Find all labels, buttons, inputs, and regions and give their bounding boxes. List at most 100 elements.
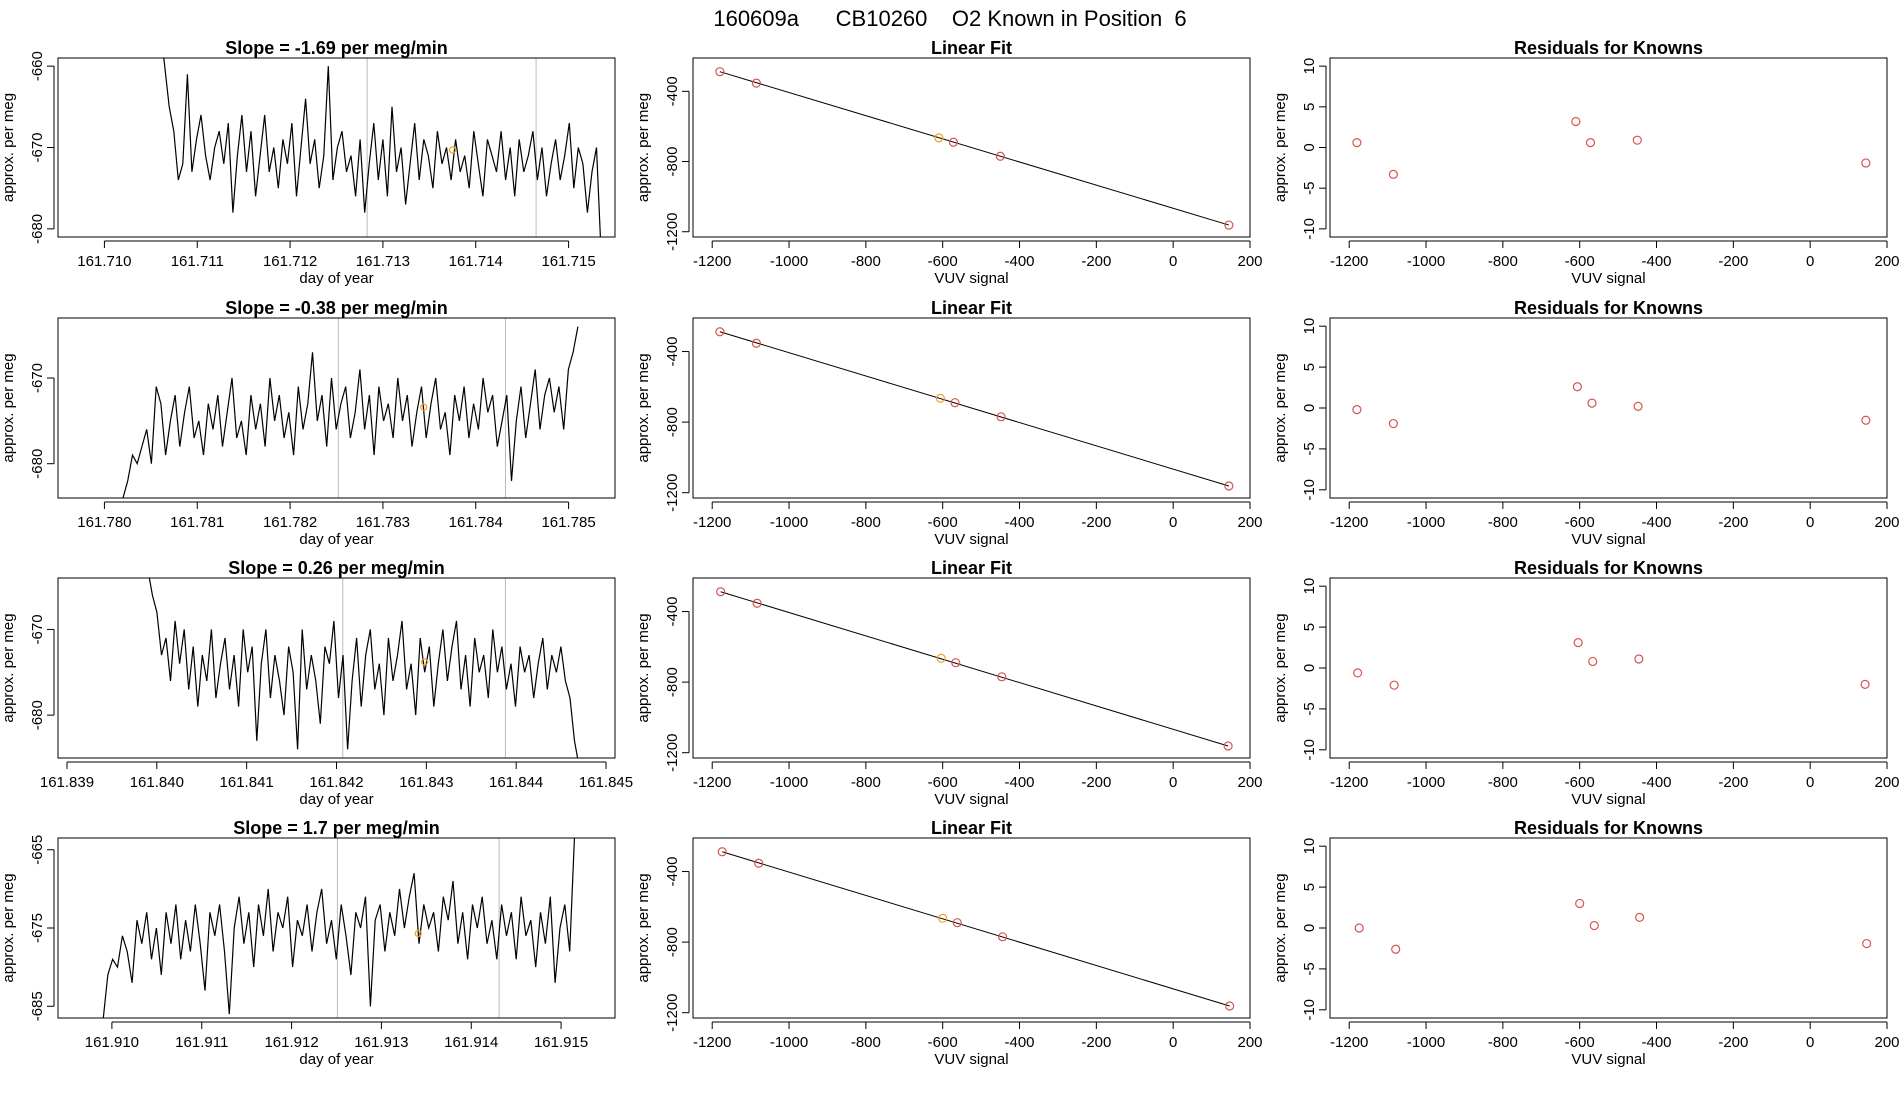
y-tick-label: -670: [29, 363, 46, 393]
plot-frame: [57, 317, 616, 499]
chart-panel-0-1: Linear Fit -1200 -1000 -800 -600 -400 -200 0 200…: [635, 38, 1263, 287]
x-tick-label: -400: [1005, 514, 1035, 531]
x-tick-label: -1000: [1407, 1034, 1445, 1051]
x-tick-label: -800: [851, 514, 881, 531]
chart-panel-2-1: Linear Fit -1200 -1000 -800 -600 -400 -200 0 200…: [635, 558, 1263, 808]
fit-line: [719, 331, 1230, 487]
x-tick-label: -400: [1642, 514, 1672, 531]
x-tick-label: 200: [1874, 253, 1899, 270]
x-tick-label: 161.913: [354, 1034, 408, 1051]
chart-panel-0-2: Residuals for Knowns-1200 -1000 -800 -600 -4…: [1272, 38, 1900, 287]
plot-frame: [692, 317, 1251, 499]
y-tick-label: -10: [1301, 479, 1318, 501]
chart-title: Residuals for Knowns: [1514, 558, 1703, 578]
x-tick-label: 200: [1237, 253, 1262, 270]
x-tick-label: -1000: [1407, 253, 1445, 270]
figure-title: 160609a CB10260 O2 Known in Position 6: [713, 6, 1187, 31]
y-tick-label: -680: [29, 700, 46, 730]
data-point: [997, 672, 1007, 682]
data-point: [1352, 138, 1362, 148]
y-tick-label: -670: [29, 614, 46, 644]
x-tick-label: 0: [1169, 1034, 1177, 1051]
data-point: [1862, 938, 1872, 949]
x-tick-label: -800: [1488, 514, 1518, 531]
y-tick-label: 10: [1301, 578, 1318, 595]
chart-panel-1-0: Slope = -0.38 per meg/min 161.780 161.781 1…: [0, 298, 616, 548]
x-tick-label: 161.715: [541, 253, 595, 270]
chart-title: Linear Fit: [931, 558, 1012, 578]
chart-panel-2-2: Residuals for Knowns-1200 -1000 -800 -600 -4…: [1272, 558, 1900, 808]
x-tick-label: -1000: [1407, 514, 1445, 531]
fit-line: [720, 591, 1229, 747]
y-tick-label: 10: [1301, 318, 1318, 335]
x-tick-label: 161.845: [579, 774, 633, 791]
x-tick-label: -400: [1642, 253, 1672, 270]
x-tick-label: -800: [1488, 774, 1518, 791]
data-point: [1587, 398, 1597, 408]
x-tick-label: -400: [1642, 1034, 1672, 1051]
x-tick-label: -400: [1005, 253, 1035, 270]
y-tick-label: 0: [1301, 924, 1318, 932]
chart-title: Residuals for Knowns: [1514, 38, 1703, 58]
x-tick-label: 161.785: [541, 514, 595, 531]
y-tick-label: -400: [664, 857, 681, 887]
y-axis-label: approx. per meg: [1272, 613, 1289, 722]
y-tick-label: -10: [1301, 739, 1318, 761]
y-tick-label: -660: [29, 51, 46, 81]
data-point: [996, 412, 1006, 422]
data-point: [1389, 680, 1399, 690]
x-tick-label: -800: [851, 1034, 881, 1051]
data-point: [950, 398, 960, 408]
x-tick-label: 161.711: [171, 253, 224, 270]
data-point: [754, 858, 764, 868]
data-point: [1588, 656, 1598, 667]
plot-frame: [1329, 837, 1888, 1019]
y-tick-label: -5: [1301, 182, 1318, 195]
plot-frame: [692, 577, 1251, 759]
x-tick-label: -600: [928, 253, 958, 270]
data-point: [751, 78, 761, 88]
signal-trace: [102, 838, 576, 1018]
y-tick-label: -400: [664, 76, 681, 106]
x-tick-label: -1200: [1330, 1034, 1368, 1051]
x-tick-label: 0: [1806, 514, 1814, 531]
x-tick-label: 161.781: [170, 514, 224, 531]
x-tick-label: 161.782: [263, 514, 317, 531]
y-tick-label: -10: [1301, 999, 1318, 1021]
x-axis-label: day of year: [299, 531, 373, 548]
x-tick-label: 161.784: [449, 514, 503, 531]
x-tick-label: 161.844: [489, 774, 543, 791]
y-tick-label: 5: [1301, 883, 1318, 891]
data-point: [1634, 654, 1644, 664]
y-tick-label: -5: [1301, 962, 1318, 975]
x-tick-label: 0: [1169, 774, 1177, 791]
highlight-point: [448, 146, 457, 154]
data-point: [1354, 923, 1364, 933]
x-axis-label: VUV signal: [1571, 270, 1645, 287]
x-axis-label: VUV signal: [934, 270, 1008, 287]
y-tick-label: -680: [29, 214, 46, 244]
x-tick-label: 200: [1874, 514, 1899, 531]
data-point: [1572, 382, 1582, 392]
data-point: [1575, 898, 1585, 909]
x-tick-label: 161.842: [309, 774, 363, 791]
y-tick-label: 10: [1301, 838, 1318, 855]
x-tick-label: -1200: [1330, 514, 1368, 531]
plot-area: [1352, 116, 1871, 179]
chart-panel-2-0: Slope = 0.26 per meg/min 161.839 161.840 16…: [0, 558, 633, 808]
x-axis-label: VUV signal: [934, 1051, 1008, 1068]
y-tick-label: -675: [29, 913, 46, 943]
data-point: [1861, 415, 1871, 425]
data-point: [1860, 679, 1870, 689]
data-point: [1635, 912, 1645, 922]
plot-area: [163, 58, 601, 237]
plot-area: [715, 327, 1234, 491]
x-tick-label: -1000: [770, 1034, 808, 1051]
x-axis-label: VUV signal: [1571, 791, 1645, 808]
plot-area: [102, 838, 576, 1018]
y-tick-label: -400: [664, 597, 681, 627]
x-tick-label: -1200: [693, 514, 731, 531]
x-axis-label: day of year: [299, 270, 373, 287]
x-tick-label: -200: [1081, 774, 1111, 791]
plot-area: [715, 67, 1234, 230]
